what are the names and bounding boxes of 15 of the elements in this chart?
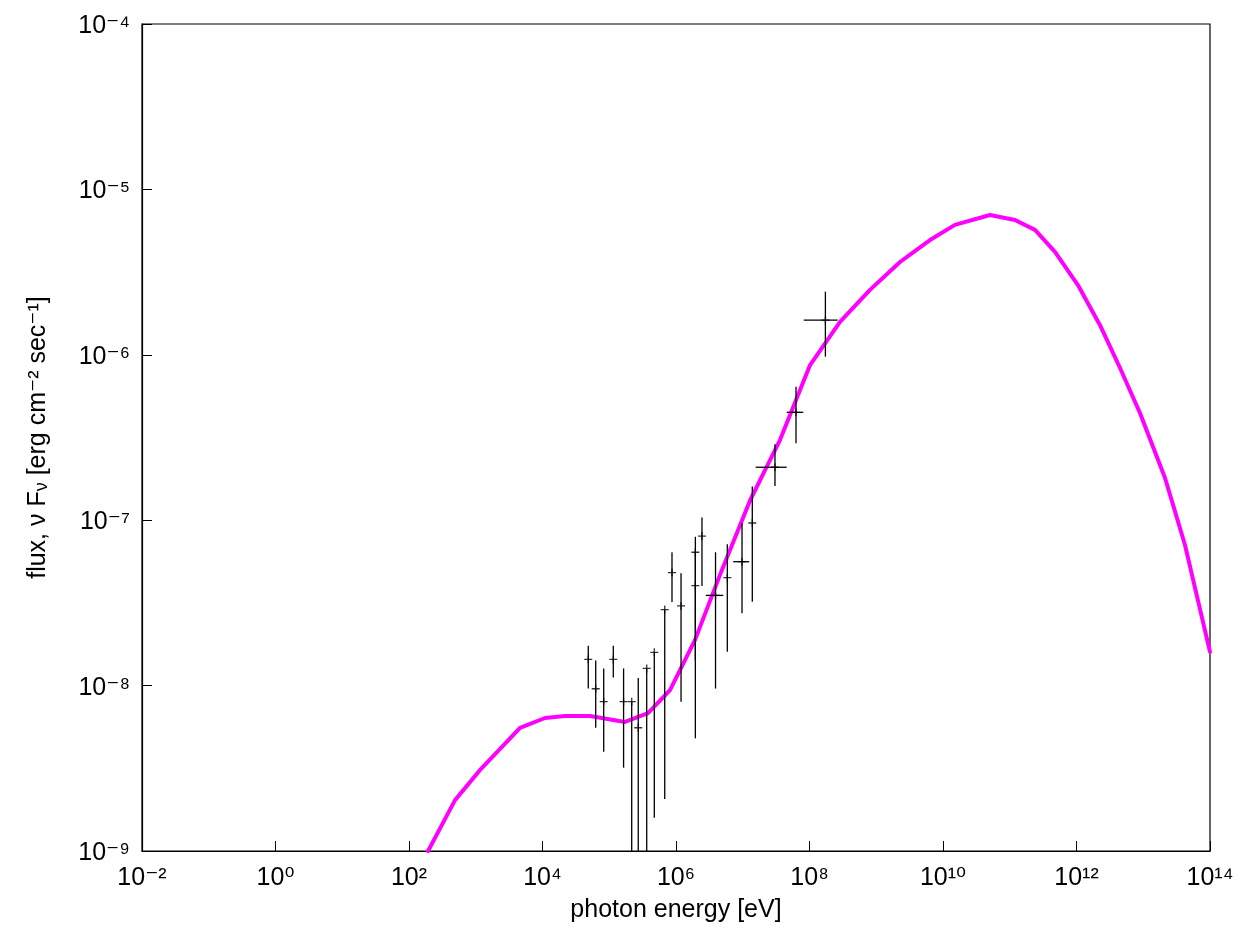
y-axis-title: flux, ν Fν [erg cm⁻² sec⁻¹] — [21, 296, 51, 579]
x-tick-label: 10² — [390, 861, 428, 890]
x-tick-label: 10⁰ — [256, 861, 295, 890]
x-tick-label: 10⁸ — [790, 861, 829, 890]
y-tick-label: 10⁻⁵ — [78, 175, 130, 204]
x-tick-label: 10⁶ — [656, 861, 696, 890]
x-tick-label: 10¹² — [1054, 861, 1099, 890]
y-tick-label: 10⁻⁶ — [78, 340, 130, 369]
y-tick-label: 10⁻⁸ — [78, 671, 130, 700]
x-tick-label: 10⁴ — [523, 861, 562, 890]
y-tick-label: 10⁻⁴ — [78, 10, 130, 38]
x-tick-label: 10¹⁰ — [919, 861, 967, 890]
x-axis-title: photon energy [eV] — [570, 893, 782, 922]
x-tick-label: 10¹⁴ — [1186, 861, 1234, 890]
y-tick-label: 10⁻⁷ — [79, 506, 130, 535]
